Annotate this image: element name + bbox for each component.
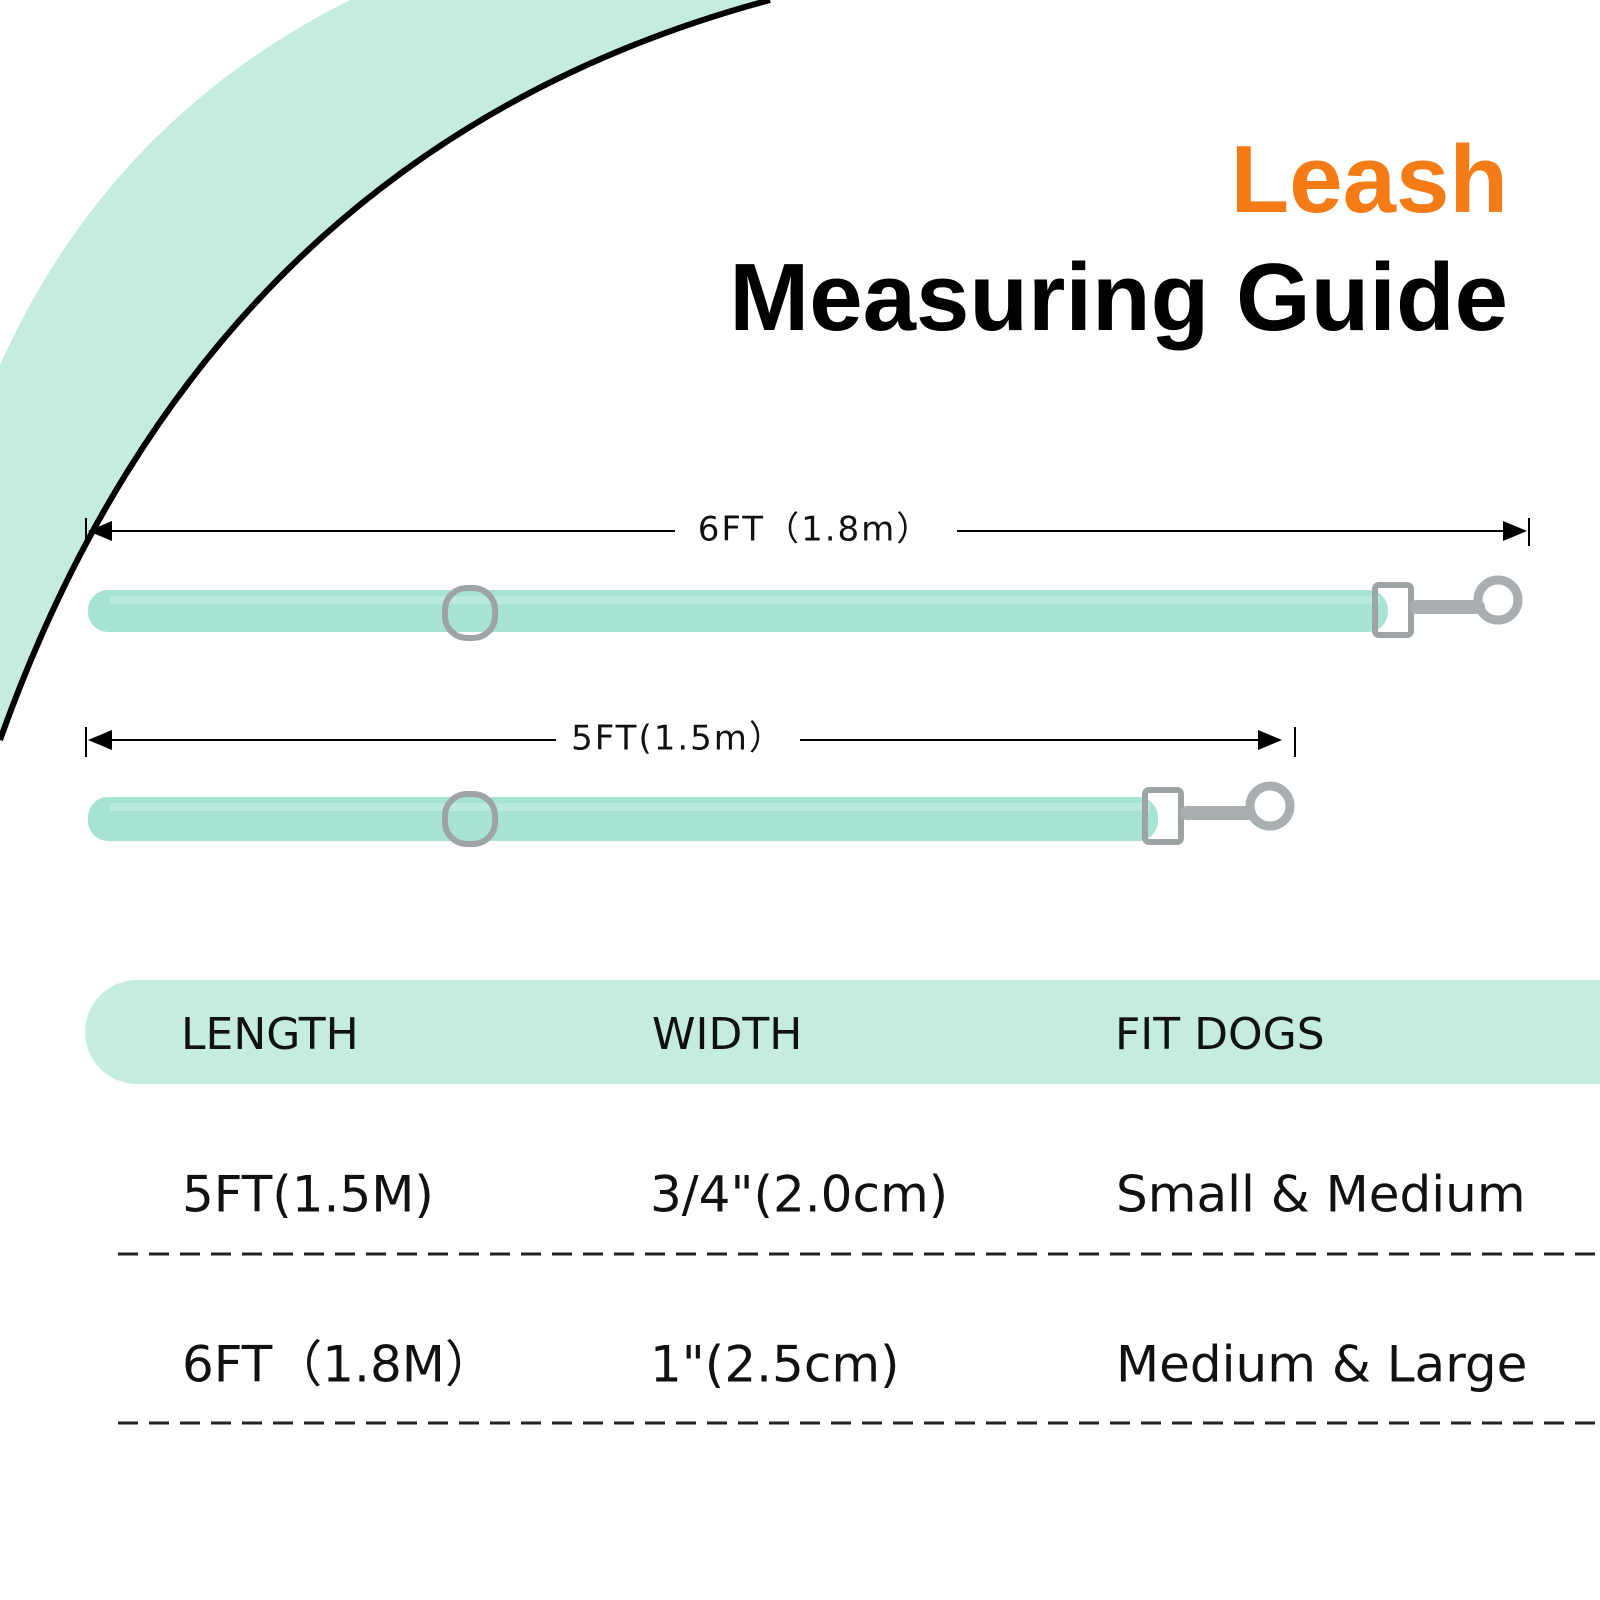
white-corner bbox=[0, 0, 350, 365]
table-cell: Medium & Large bbox=[1116, 1336, 1527, 1394]
table-header: WIDTH bbox=[652, 1009, 802, 1060]
table-header-bg bbox=[85, 980, 1600, 1084]
dimension-label: 6FT（1.8m） bbox=[698, 510, 933, 550]
title-leash: Leash bbox=[1231, 126, 1508, 233]
table-cell: 1"(2.5cm) bbox=[650, 1336, 900, 1394]
title-guide: Measuring Guide bbox=[729, 244, 1508, 351]
table-cell: 5FT(1.5M) bbox=[182, 1166, 434, 1224]
leash-long bbox=[88, 575, 1523, 641]
leash-short bbox=[88, 781, 1295, 847]
mint-band bbox=[0, 0, 770, 740]
table-header: FIT DOGS bbox=[1115, 1009, 1325, 1060]
table-cell: Small & Medium bbox=[1116, 1166, 1526, 1224]
table-header: LENGTH bbox=[181, 1009, 359, 1060]
table-cell: 6FT（1.8M） bbox=[182, 1336, 495, 1394]
dimension-label: 5FT(1.5m） bbox=[571, 719, 785, 759]
table-cell: 3/4"(2.0cm) bbox=[650, 1166, 948, 1224]
arc-line bbox=[0, 0, 771, 742]
